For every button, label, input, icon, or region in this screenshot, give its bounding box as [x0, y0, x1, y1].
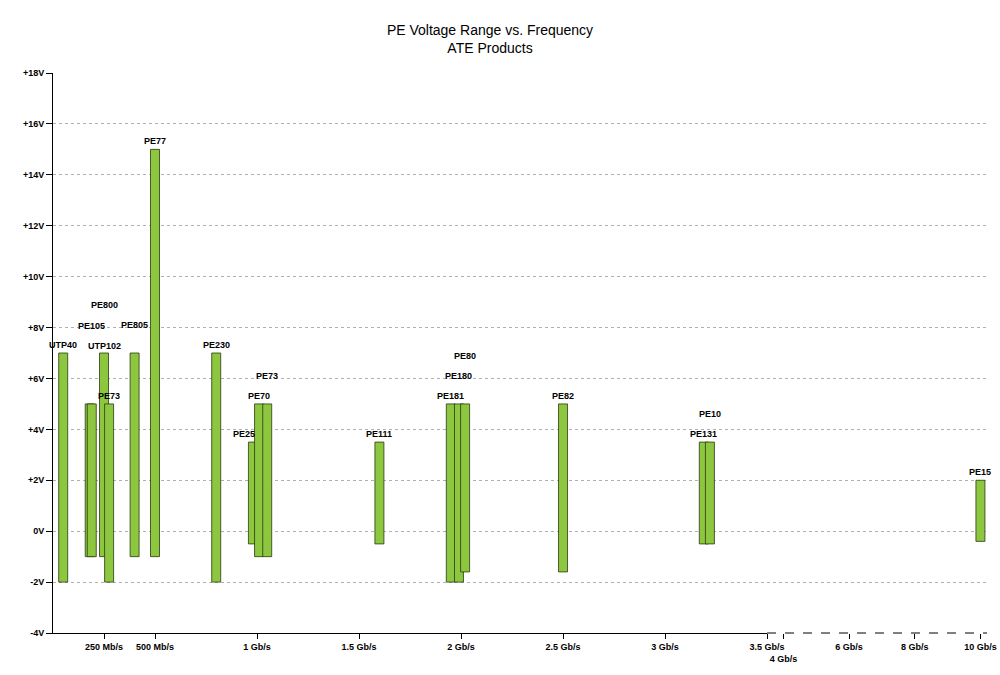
- svg-text:+18V: +18V: [23, 68, 44, 78]
- svg-text:-2V: -2V: [30, 577, 44, 587]
- svg-text:PE10: PE10: [699, 409, 721, 419]
- svg-text:-4V: -4V: [30, 628, 44, 638]
- svg-text:3.5 Gb/s: 3.5 Gb/s: [750, 642, 785, 652]
- svg-text:8 Gb/s: 8 Gb/s: [901, 642, 929, 652]
- svg-text:+6V: +6V: [28, 374, 44, 384]
- svg-text:PE15: PE15: [969, 467, 991, 477]
- svg-text:PE181: PE181: [437, 391, 464, 401]
- svg-text:1.5 Gb/s: 1.5 Gb/s: [342, 642, 377, 652]
- svg-text:+10V: +10V: [23, 272, 44, 282]
- svg-text:3 Gb/s: 3 Gb/s: [651, 642, 679, 652]
- svg-text:+2V: +2V: [28, 475, 44, 485]
- svg-text:2.5 Gb/s: 2.5 Gb/s: [546, 642, 581, 652]
- svg-text:PE73: PE73: [256, 371, 278, 381]
- svg-text:250 Mb/s: 250 Mb/s: [85, 642, 123, 652]
- svg-text:2 Gb/s: 2 Gb/s: [447, 642, 475, 652]
- svg-text:PE77: PE77: [144, 136, 166, 146]
- svg-text:PE800: PE800: [91, 300, 118, 310]
- svg-text:10 Gb/s: 10 Gb/s: [964, 642, 997, 652]
- svg-text:+14V: +14V: [23, 170, 44, 180]
- svg-text:PE70: PE70: [248, 391, 270, 401]
- svg-text:0V: 0V: [33, 526, 44, 536]
- svg-text:PE180: PE180: [445, 371, 472, 381]
- svg-text:+8V: +8V: [28, 323, 44, 333]
- svg-text:PE230: PE230: [203, 340, 230, 350]
- svg-text:PE80: PE80: [454, 351, 476, 361]
- svg-text:PE111: PE111: [366, 429, 392, 439]
- svg-text:PE Voltage Range vs. Frequency: PE Voltage Range vs. FrequencyATE Produc…: [387, 22, 593, 56]
- svg-text:PE131: PE131: [690, 429, 717, 439]
- svg-text:1 Gb/s: 1 Gb/s: [243, 642, 271, 652]
- svg-text:+4V: +4V: [28, 425, 44, 435]
- svg-text:6 Gb/s: 6 Gb/s: [835, 642, 863, 652]
- svg-text:UTP40: UTP40: [49, 340, 77, 350]
- svg-text:+16V: +16V: [23, 119, 44, 129]
- svg-text:4 Gb/s: 4 Gb/s: [770, 654, 798, 664]
- svg-text:500 Mb/s: 500 Mb/s: [136, 642, 174, 652]
- svg-text:PE105: PE105: [78, 321, 105, 331]
- svg-text:PE82: PE82: [552, 391, 574, 401]
- svg-text:+12V: +12V: [23, 221, 44, 231]
- svg-text:PE25: PE25: [233, 429, 255, 439]
- svg-text:PE805: PE805: [121, 320, 148, 330]
- svg-text:UTP102: UTP102: [88, 341, 121, 351]
- svg-text:PE73: PE73: [98, 391, 120, 401]
